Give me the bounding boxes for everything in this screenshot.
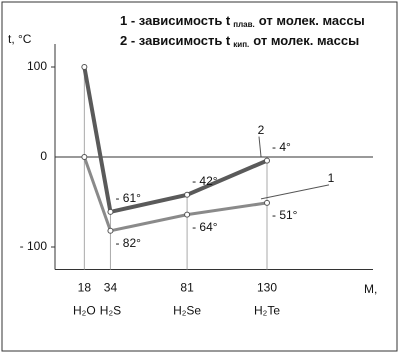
data-label: - 51° [272, 208, 298, 222]
compound-label: H₂S [100, 304, 121, 318]
y-tick-label: 100 [27, 59, 47, 73]
compound-label: H₂Se [173, 304, 201, 318]
line [82, 156, 268, 233]
x-tick-label: 130 [257, 281, 277, 295]
line [82, 66, 268, 215]
data-label: - 42° [192, 174, 218, 188]
point [107, 227, 114, 234]
series-label: 1 [328, 171, 335, 185]
point [184, 211, 191, 218]
y-axis-label: t, °C [8, 32, 32, 46]
data-label: - 61° [115, 191, 141, 205]
x-tick-label: 18 [78, 281, 92, 295]
compound-label: H₂O [73, 304, 96, 318]
point [107, 208, 114, 215]
data-label: - 64° [192, 220, 218, 234]
y-tick-label: 0 [40, 149, 47, 163]
legend-item: 2 - зависимость t кип. от молек. массы [120, 33, 359, 49]
point [81, 64, 88, 70]
point [264, 157, 270, 164]
x-tick-label: 34 [104, 281, 118, 295]
series-leader [258, 136, 262, 157]
x-tick-label: 81 [180, 281, 194, 295]
data-label: - 82° [115, 236, 141, 250]
series-leader [260, 184, 330, 200]
y-tick-label: - 100 [20, 239, 48, 253]
compound-label: H₂Te [254, 304, 280, 318]
x-axis-label: М, [364, 282, 377, 296]
point [184, 191, 191, 198]
legend-item: 1 - зависимость t плав. от молек. массы [120, 13, 365, 29]
point [264, 199, 270, 206]
point [81, 154, 88, 160]
data-label: - 4° [272, 140, 291, 154]
series-label: 2 [258, 123, 265, 137]
